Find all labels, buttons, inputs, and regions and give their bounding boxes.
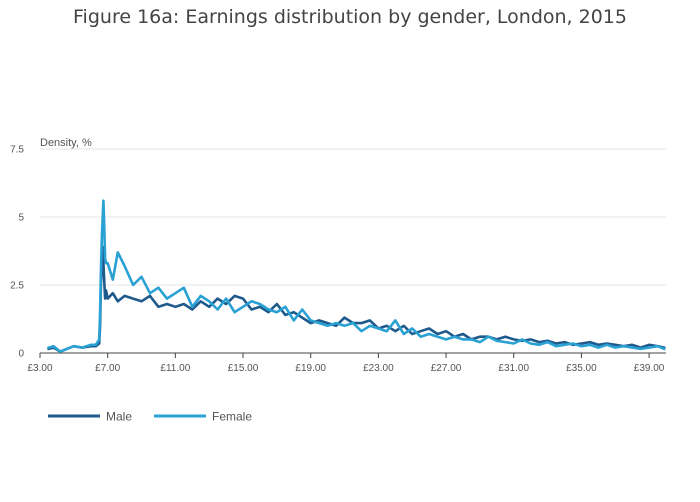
- legend-label: Male: [106, 410, 132, 424]
- x-tick-label: £31.00: [498, 363, 529, 374]
- series-line-female: [47, 199, 666, 353]
- x-tick-label: £7.00: [95, 363, 120, 374]
- legend[interactable]: Male Female: [48, 410, 252, 424]
- x-tick-label: £39.00: [634, 363, 665, 374]
- series-layer: [47, 199, 666, 353]
- x-tick-label: £35.00: [566, 363, 597, 374]
- x-tick-label: £27.00: [431, 363, 462, 374]
- y-tick-label: 2.5: [10, 281, 24, 292]
- x-tick-label: £11.00: [160, 363, 190, 374]
- legend-item-female[interactable]: Female: [154, 410, 252, 424]
- legend-item-male[interactable]: Male: [48, 410, 132, 424]
- y-tick-label: 5: [18, 213, 24, 224]
- x-tick-label: £19.00: [295, 363, 326, 374]
- x-tick-label: £15.00: [228, 363, 259, 374]
- y-tick-label: 7.5: [10, 145, 24, 156]
- series-line-male: [47, 245, 666, 353]
- y-axis-title: Density, %: [40, 137, 92, 149]
- axis-layer: 0 2.5 5 7.5 £3.00 £7.00 £11.00 £15.00 £19.00 £23.…: [10, 137, 665, 374]
- x-tick-label: £3.00: [27, 363, 52, 374]
- y-tick-label: 0: [18, 349, 24, 360]
- legend-label: Female: [212, 410, 252, 424]
- grid-layer: [40, 148, 666, 354]
- chart-title: Figure 16a: Earnings distribution by gen…: [73, 6, 627, 28]
- x-tick-label: £23.00: [363, 363, 394, 374]
